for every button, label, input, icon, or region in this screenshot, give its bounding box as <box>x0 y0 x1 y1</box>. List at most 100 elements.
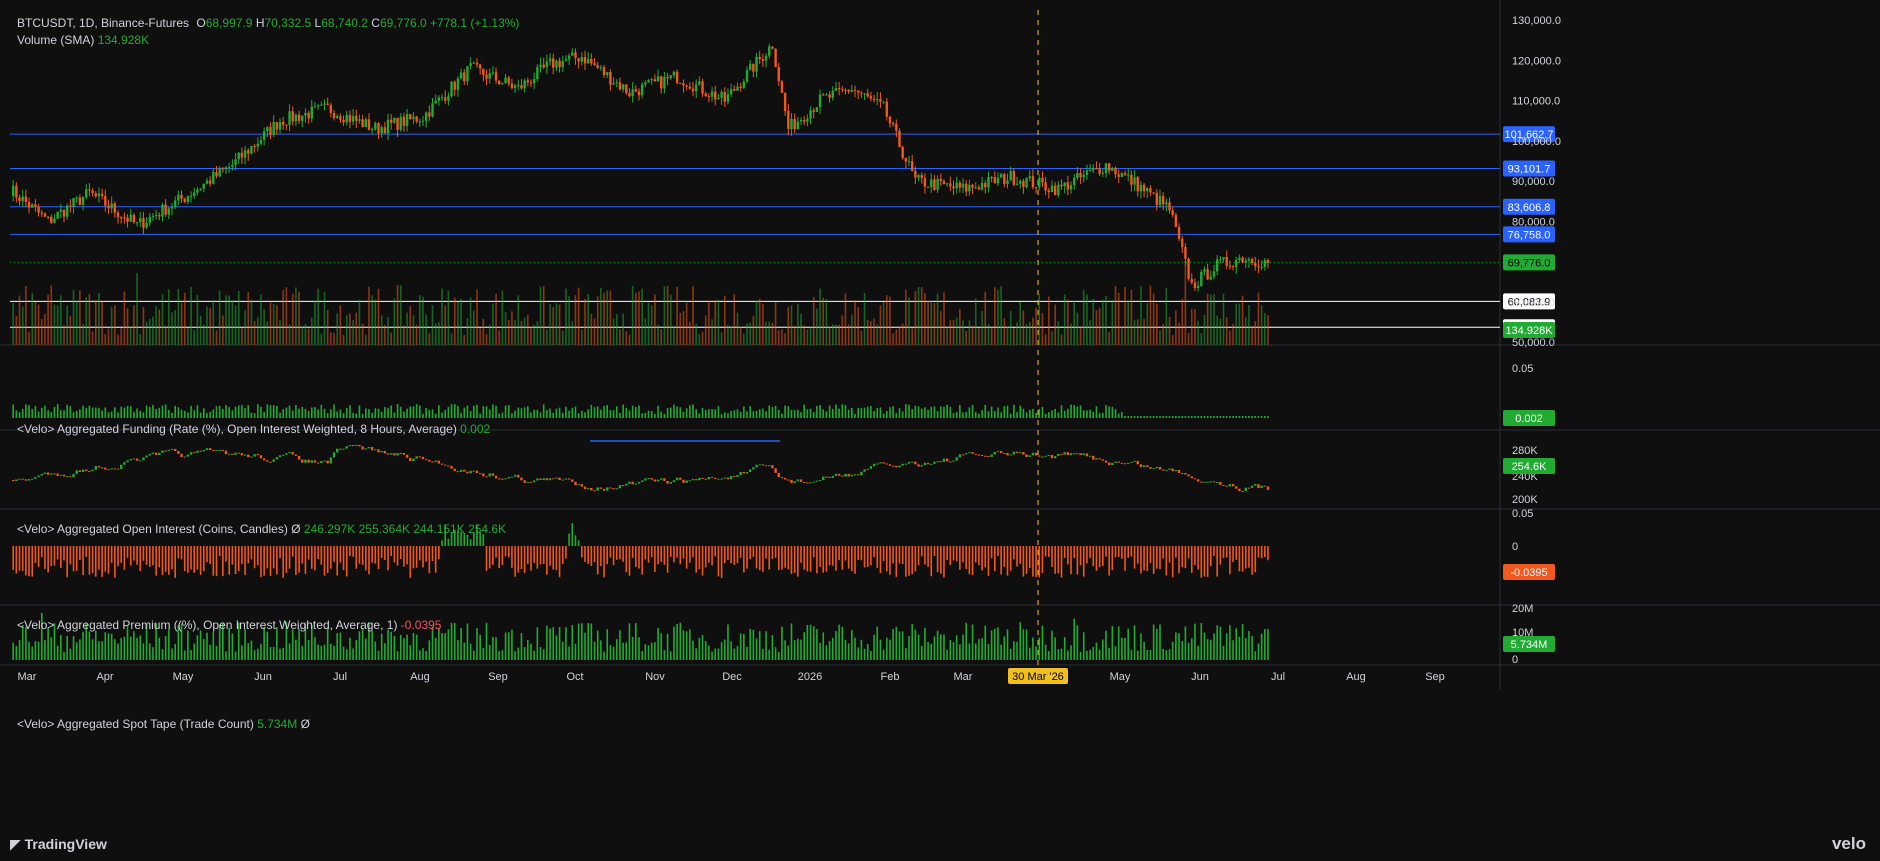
premium-bar <box>142 546 145 561</box>
oi-candle <box>1095 458 1098 460</box>
spot-bar <box>1086 650 1088 660</box>
price-candle <box>478 64 482 69</box>
funding-bar <box>434 413 437 418</box>
price-candle <box>1254 263 1257 267</box>
oi-candle <box>898 465 901 468</box>
time-axis-label: Dec <box>722 671 742 683</box>
premium-bar <box>161 546 164 575</box>
price-candle <box>955 182 958 189</box>
oi-candle <box>837 473 841 476</box>
oi-candle <box>640 480 644 482</box>
premium-bar <box>260 546 262 578</box>
volume-bar <box>50 285 53 345</box>
spot-bar <box>511 629 513 660</box>
price-candle <box>275 122 279 130</box>
price-candle <box>1184 247 1187 259</box>
funding-bar <box>1108 406 1110 418</box>
funding-bar <box>552 412 555 418</box>
funding-bar <box>765 411 767 418</box>
spot-bar <box>1229 625 1231 660</box>
price-candle <box>714 91 717 100</box>
volume-bar <box>1203 314 1206 345</box>
premium-bar <box>1225 546 1228 558</box>
volume-bar <box>1244 317 1247 345</box>
spot-bar <box>1063 637 1066 660</box>
tradingview-logo[interactable]: ◤ TradingView <box>10 836 107 852</box>
funding-bar <box>209 411 211 418</box>
spot-bar <box>21 625 24 660</box>
funding-bar <box>936 411 939 418</box>
premium-bar <box>768 546 771 570</box>
volume-bar <box>758 298 761 345</box>
premium-bar <box>158 546 161 568</box>
oi-candle <box>97 466 101 468</box>
volume-bar <box>457 301 459 345</box>
price-candle <box>355 115 358 121</box>
price-candle <box>59 209 63 212</box>
funding-bar <box>520 408 523 418</box>
oi-candle <box>945 458 949 462</box>
volume-bar <box>1222 293 1225 345</box>
oi-candle <box>828 476 831 478</box>
funding-bar <box>682 411 685 418</box>
funding-bar <box>920 408 923 418</box>
oi-candle <box>634 483 638 485</box>
spot-bar <box>336 633 339 660</box>
oi-candle <box>142 457 145 461</box>
oi-candle <box>1092 455 1095 460</box>
oi-candle <box>733 476 736 478</box>
price-candle <box>208 180 212 184</box>
volume-bar <box>196 295 199 345</box>
spot-bar <box>1009 648 1012 660</box>
price-candle <box>577 58 580 62</box>
price-candle <box>104 195 107 206</box>
premium-bar <box>320 546 323 565</box>
premium-bar <box>835 546 837 571</box>
volume-bar <box>193 329 196 345</box>
oi-candle <box>132 458 136 460</box>
oi-candle <box>872 463 876 467</box>
spot-bar <box>619 630 621 660</box>
price-candle <box>364 119 367 128</box>
spot-bar <box>1060 648 1063 660</box>
price-candle <box>97 193 101 197</box>
price-candle <box>863 93 866 95</box>
volume-bar <box>1213 294 1215 345</box>
oi-candle <box>1193 478 1197 480</box>
price-candle <box>313 106 317 108</box>
spot-bar <box>485 622 488 660</box>
funding-bar <box>723 412 726 418</box>
price-candle <box>1190 279 1193 283</box>
funding-bar <box>927 409 929 418</box>
funding-bar <box>746 411 748 418</box>
volume-bar <box>333 333 335 345</box>
premium-bar <box>546 546 548 575</box>
price-candle <box>1047 190 1051 193</box>
funding-bar <box>971 404 974 418</box>
funding-bar <box>466 405 469 418</box>
spot-bar <box>164 636 167 660</box>
premium-bar <box>422 546 424 568</box>
oi-candle <box>386 453 390 455</box>
volume-bar <box>63 325 65 345</box>
spot-bar <box>641 651 643 660</box>
oi-candle <box>348 445 352 447</box>
spot-bar <box>917 634 920 660</box>
funding-bar <box>539 412 542 418</box>
oi-candle <box>1057 453 1060 457</box>
price-candle <box>316 105 320 107</box>
price-candle <box>88 189 91 191</box>
level-tag-text: 76,758.0 <box>1508 229 1551 241</box>
premium-bar <box>797 546 799 577</box>
volume-bar <box>987 324 990 345</box>
premium-bar <box>914 546 917 572</box>
oi-candle <box>1149 467 1152 469</box>
volume-bar <box>1225 317 1228 345</box>
funding-bar <box>148 406 151 418</box>
funding-bar <box>771 406 774 418</box>
price-candle <box>1082 174 1085 178</box>
funding-bar <box>1121 412 1123 418</box>
price-candle <box>787 111 790 129</box>
oi-candle <box>250 456 253 458</box>
